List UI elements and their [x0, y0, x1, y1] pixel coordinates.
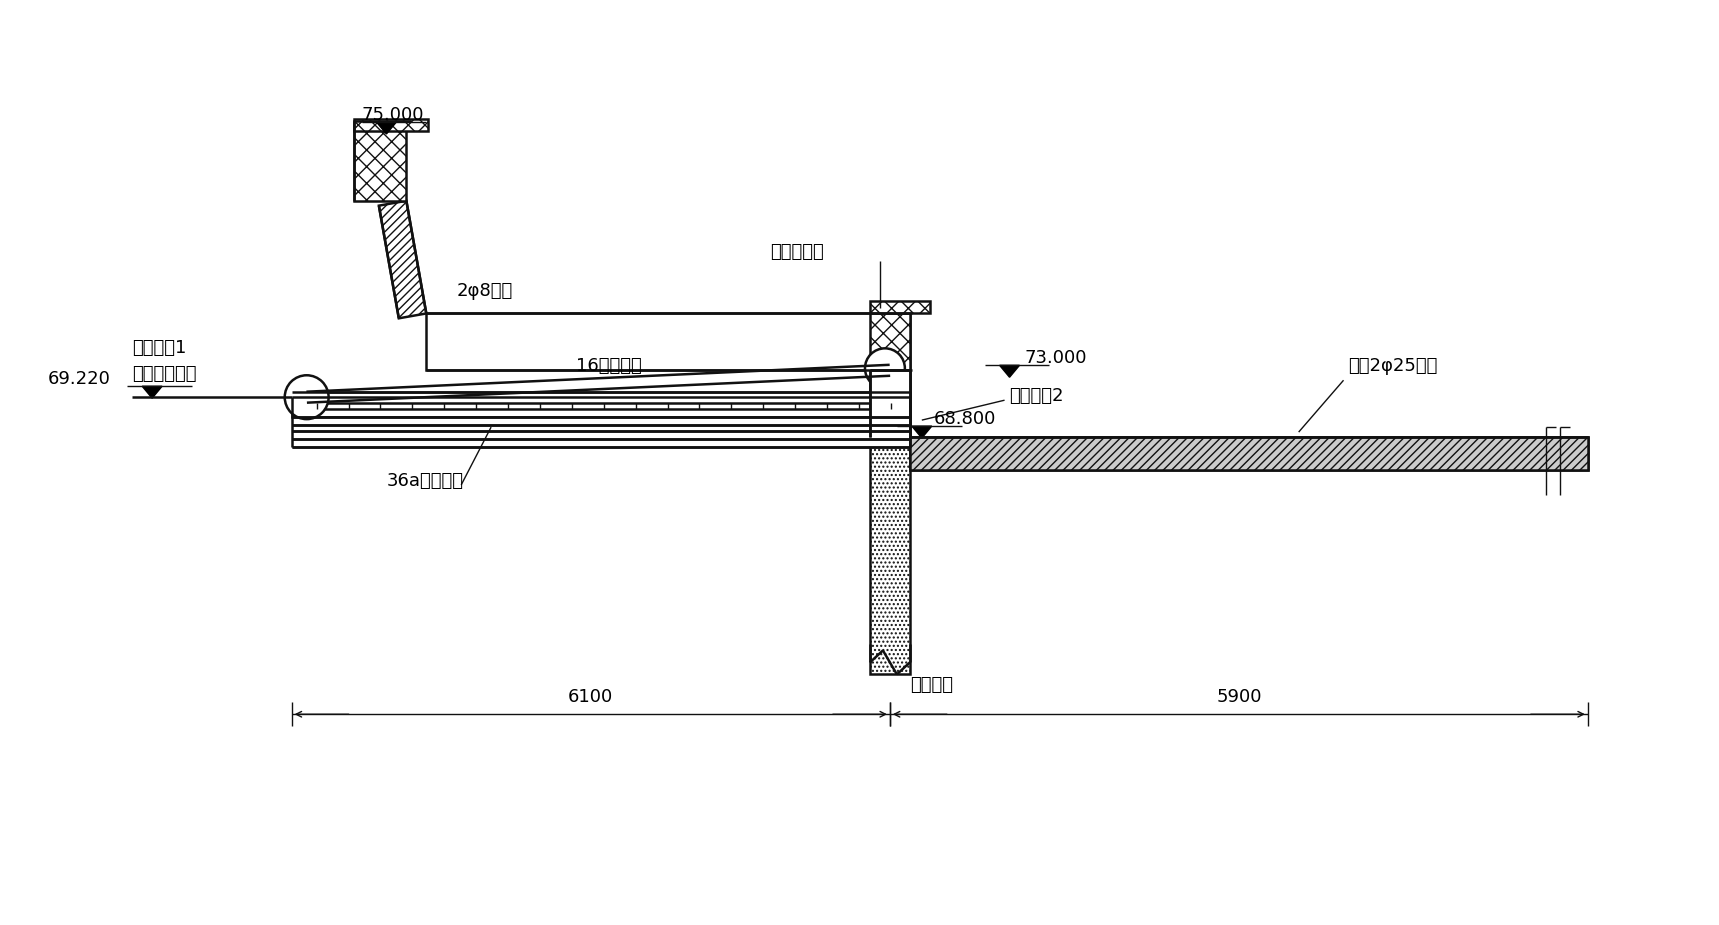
- Bar: [292, 392, 909, 403]
- Text: 2φ8槽钢: 2φ8槽钢: [456, 282, 512, 301]
- Text: 节点大样1: 节点大样1: [132, 339, 187, 357]
- Polygon shape: [143, 387, 162, 398]
- Text: 节点大样2: 节点大样2: [1009, 388, 1064, 405]
- Polygon shape: [911, 426, 932, 438]
- Polygon shape: [999, 365, 1019, 377]
- Text: 75.000: 75.000: [361, 106, 425, 124]
- Bar: [292, 417, 909, 447]
- Bar: [354, 119, 428, 131]
- Polygon shape: [378, 201, 426, 318]
- Text: 密铺棚板平台: 密铺棚板平台: [132, 365, 196, 383]
- Bar: [872, 371, 909, 436]
- Text: 5900: 5900: [1215, 688, 1262, 707]
- Bar: [870, 370, 909, 439]
- Text: 69.220: 69.220: [48, 370, 110, 388]
- Text: 36a号工字钢: 36a号工字钢: [387, 472, 464, 490]
- Text: 预埋2φ25锚筋: 预埋2φ25锚筋: [1348, 357, 1437, 376]
- Bar: [909, 438, 1588, 470]
- Bar: [870, 302, 930, 314]
- Polygon shape: [376, 122, 397, 134]
- Text: 混凝土柱: 混凝土柱: [909, 676, 952, 695]
- Text: 6100: 6100: [569, 688, 614, 707]
- Bar: [870, 370, 909, 438]
- Text: 架构层边梁: 架构层边梁: [770, 242, 823, 261]
- Bar: [292, 409, 909, 417]
- Text: 68.800: 68.800: [933, 410, 995, 428]
- Bar: [354, 121, 406, 201]
- Bar: [909, 438, 1588, 470]
- Bar: [870, 438, 909, 674]
- Text: 16号工字钢: 16号工字钢: [576, 357, 641, 376]
- Bar: [870, 314, 909, 370]
- Circle shape: [865, 349, 904, 388]
- Text: 73.000: 73.000: [1025, 350, 1086, 367]
- Circle shape: [285, 376, 328, 419]
- Bar: [426, 314, 909, 370]
